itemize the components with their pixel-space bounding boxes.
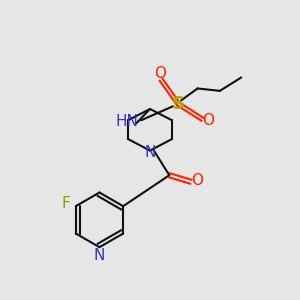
Text: O: O	[202, 113, 214, 128]
Text: HN: HN	[116, 114, 139, 129]
Text: N: N	[144, 146, 156, 160]
Text: O: O	[154, 66, 166, 81]
Text: O: O	[192, 173, 204, 188]
Text: N: N	[94, 248, 105, 263]
Text: F: F	[62, 196, 71, 211]
Text: S: S	[172, 95, 185, 113]
